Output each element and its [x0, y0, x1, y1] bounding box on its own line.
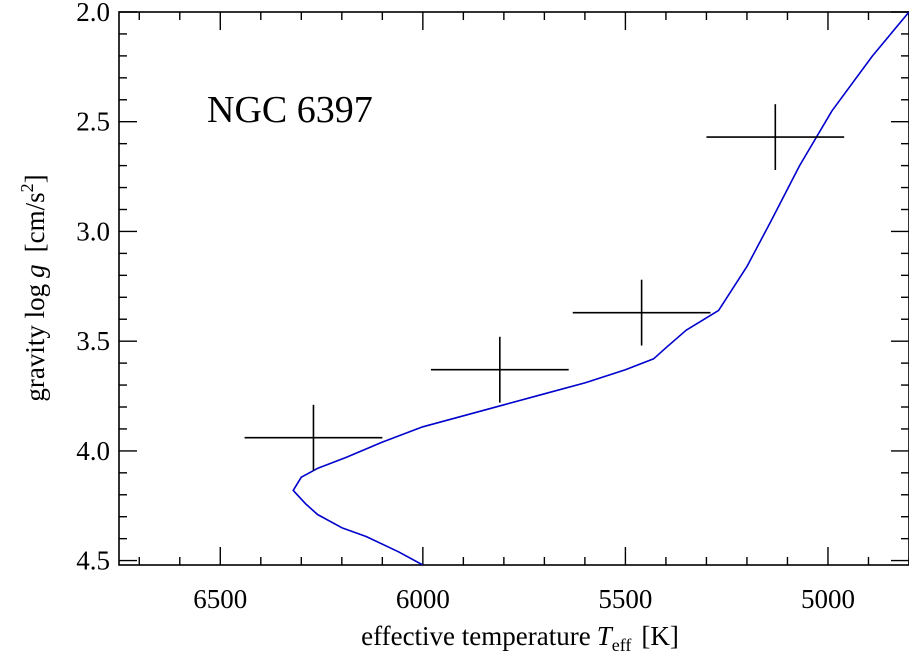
- y-tick-label: 2.0: [76, 0, 110, 27]
- y-tick-label: 2.5: [76, 107, 110, 137]
- data-point: [244, 404, 383, 471]
- y-axis-label-unit: [cm/s: [20, 192, 50, 252]
- data-points: [244, 104, 845, 471]
- x-axis-label-subscript: eff: [612, 635, 632, 655]
- data-point: [706, 104, 845, 170]
- x-axis-label-text: effective temperature: [361, 621, 591, 651]
- plot-frame: [118, 11, 909, 566]
- x-tick-label: 5500: [598, 584, 652, 614]
- isochrone-line: [292, 12, 909, 565]
- x-axis-label-symbol: T: [597, 621, 614, 651]
- data-point: [430, 336, 569, 403]
- y-tick-label: 3.5: [76, 326, 110, 356]
- y-axis-label-symbol: g: [20, 264, 50, 278]
- x-axis-label: effective temperature Teff [K]: [361, 621, 679, 655]
- y-tick-label: 4.0: [76, 436, 110, 466]
- y-tick-labels: 2.0 2.5 3.0 3.5 4.0 4.5: [76, 0, 110, 576]
- y-tick-label: 4.5: [76, 546, 110, 576]
- y-axis-label: gravity log g [cm/s2]: [17, 174, 50, 401]
- y-axis-label-superscript: 2: [17, 183, 37, 192]
- x-tick-label: 6000: [396, 584, 450, 614]
- x-tick-labels: 6500 6000 5500 5000: [193, 584, 855, 614]
- x-axis-label-unit: [K]: [641, 621, 678, 651]
- x-tick-label: 6500: [193, 584, 247, 614]
- y-axis-label-text: gravity log: [20, 284, 50, 402]
- x-tick-label: 5000: [801, 584, 855, 614]
- axis-ticks: [119, 11, 909, 565]
- y-tick-label: 3.0: [76, 216, 110, 246]
- y-axis-label-close: ]: [20, 174, 50, 183]
- cluster-label: NGC 6397: [207, 89, 373, 131]
- data-point: [572, 279, 711, 346]
